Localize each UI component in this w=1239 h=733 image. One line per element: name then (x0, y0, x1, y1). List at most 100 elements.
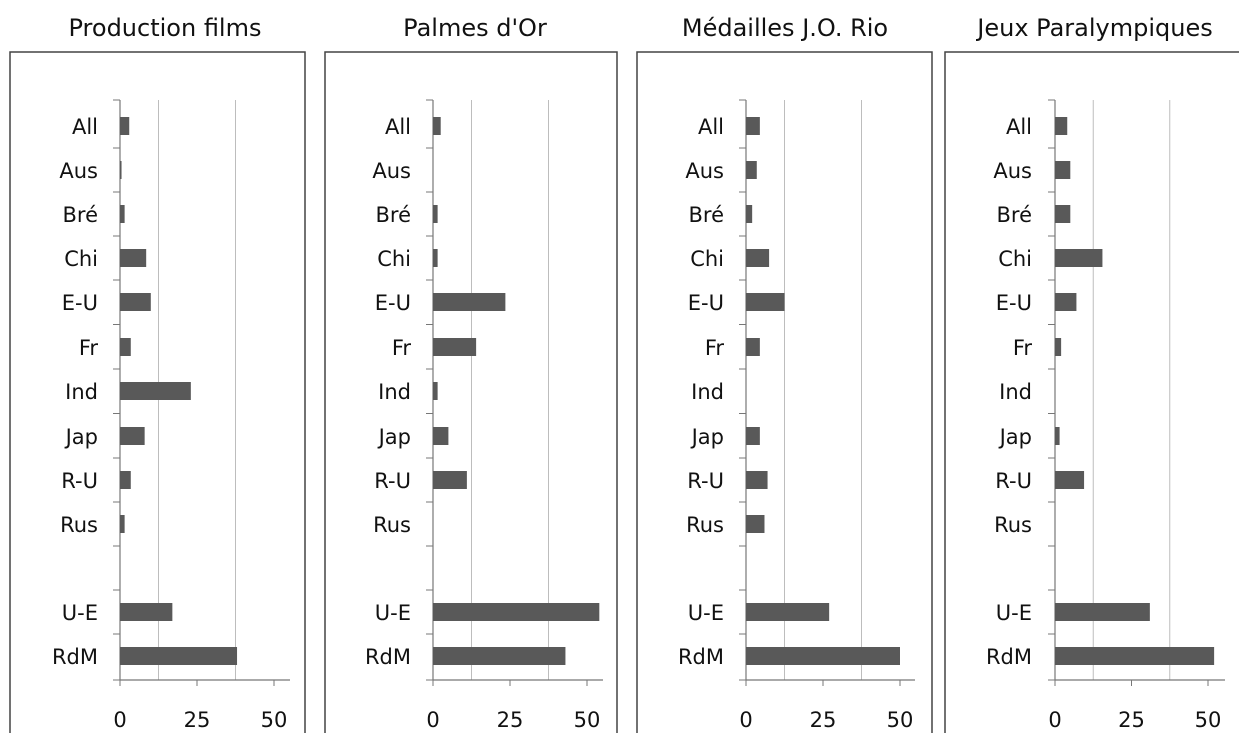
bar (120, 515, 125, 533)
category-label: RdM (52, 645, 98, 669)
bar (120, 117, 130, 135)
x-tick-label: 0 (426, 708, 439, 732)
category-label: Chi (998, 247, 1032, 271)
category-label: Chi (690, 247, 724, 271)
category-label: R-U (374, 469, 411, 493)
category-label: U-E (62, 601, 98, 625)
bar (746, 205, 753, 223)
category-label: Ind (65, 380, 98, 404)
x-tick-label: 0 (739, 708, 752, 732)
bar (1055, 427, 1060, 445)
bar (120, 205, 125, 223)
x-tick-label: 25 (1118, 708, 1145, 732)
bar (746, 515, 765, 533)
category-label: Aus (993, 159, 1032, 183)
bar (433, 647, 566, 665)
category-label: All (72, 115, 98, 139)
category-label: All (1006, 115, 1032, 139)
bar (433, 427, 449, 445)
category-label: E-U (375, 291, 411, 315)
x-tick-label: 25 (497, 708, 524, 732)
panel-title: Jeux Paralympiques (975, 14, 1212, 42)
x-tick-label: 50 (887, 708, 914, 732)
category-label: Bré (997, 203, 1033, 227)
category-label: Fr (705, 336, 725, 360)
bar (746, 161, 757, 179)
bar (120, 382, 191, 400)
bar (120, 338, 131, 356)
category-label: R-U (687, 469, 724, 493)
category-label: Jap (64, 425, 98, 449)
bar (433, 249, 438, 267)
bar (120, 161, 122, 179)
category-label: R-U (995, 469, 1032, 493)
category-label: Aus (372, 159, 411, 183)
category-label: RdM (365, 645, 411, 669)
category-label: Rus (686, 513, 724, 537)
x-tick-label: 50 (1195, 708, 1222, 732)
x-tick-label: 0 (1048, 708, 1061, 732)
category-label: E-U (996, 291, 1032, 315)
category-label: Ind (378, 380, 411, 404)
panel-title: Production films (69, 14, 262, 42)
x-tick-label: 50 (261, 708, 288, 732)
category-label: Bré (689, 203, 725, 227)
category-label: Ind (999, 380, 1032, 404)
category-label: Bré (63, 203, 99, 227)
bar (1055, 117, 1068, 135)
category-label: Jap (377, 425, 411, 449)
bar (1055, 161, 1071, 179)
bar (1055, 471, 1085, 489)
bar (433, 382, 438, 400)
bar (433, 205, 438, 223)
category-label: Chi (64, 247, 98, 271)
bar (433, 338, 477, 356)
category-label: Rus (994, 513, 1032, 537)
bar (120, 249, 147, 267)
bar (746, 603, 830, 621)
bar (1055, 603, 1150, 621)
bar (1055, 647, 1215, 665)
category-label: Aus (685, 159, 724, 183)
category-label: RdM (986, 645, 1032, 669)
bar (1055, 293, 1077, 311)
category-label: R-U (61, 469, 98, 493)
category-label: U-E (688, 601, 724, 625)
category-label: U-E (996, 601, 1032, 625)
bar (746, 647, 900, 665)
bar (746, 338, 760, 356)
x-tick-label: 25 (184, 708, 211, 732)
panel-frame (324, 51, 618, 733)
category-label: Jap (998, 425, 1032, 449)
category-label: Rus (60, 513, 98, 537)
bar (120, 471, 131, 489)
category-label: Fr (1013, 336, 1033, 360)
x-tick-label: 0 (113, 708, 126, 732)
bar (1055, 249, 1103, 267)
panel-title: Médailles J.O. Rio (682, 14, 888, 42)
bar (746, 427, 760, 445)
category-label: E-U (62, 291, 98, 315)
x-tick-label: 50 (574, 708, 601, 732)
panel-frame (636, 51, 933, 733)
category-label: Bré (376, 203, 412, 227)
bar (746, 471, 768, 489)
category-label: E-U (688, 291, 724, 315)
panel-frame (944, 51, 1239, 733)
bar (120, 647, 238, 665)
category-label: Rus (373, 513, 411, 537)
category-label: Ind (691, 380, 724, 404)
bar (433, 293, 506, 311)
category-label: Fr (392, 336, 412, 360)
category-label: All (385, 115, 411, 139)
category-label: Fr (79, 336, 99, 360)
panel-frame (9, 51, 306, 733)
bar (433, 117, 441, 135)
bar (746, 117, 760, 135)
bar (1055, 338, 1062, 356)
category-label: U-E (375, 601, 411, 625)
x-tick-label: 25 (810, 708, 837, 732)
category-label: Chi (377, 247, 411, 271)
category-label: Jap (690, 425, 724, 449)
